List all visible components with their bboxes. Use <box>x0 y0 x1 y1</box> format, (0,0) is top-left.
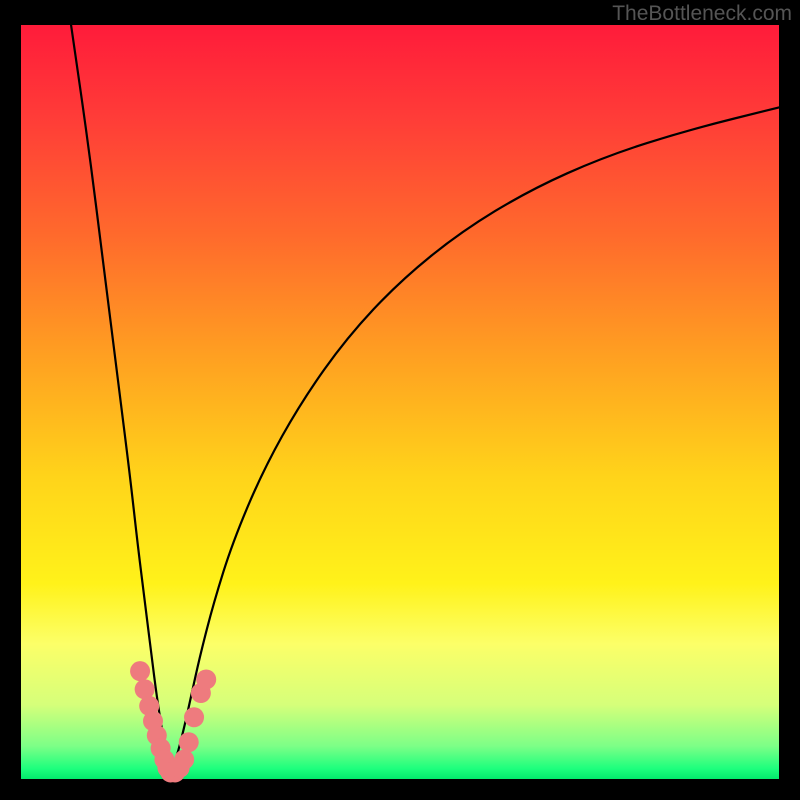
bottleneck-chart <box>0 0 800 800</box>
data-dot <box>179 732 199 752</box>
data-dot <box>184 707 204 727</box>
data-dot <box>196 669 216 689</box>
watermark-label: TheBottleneck.com <box>612 2 792 26</box>
data-dot <box>174 750 194 770</box>
data-dot <box>130 661 150 681</box>
